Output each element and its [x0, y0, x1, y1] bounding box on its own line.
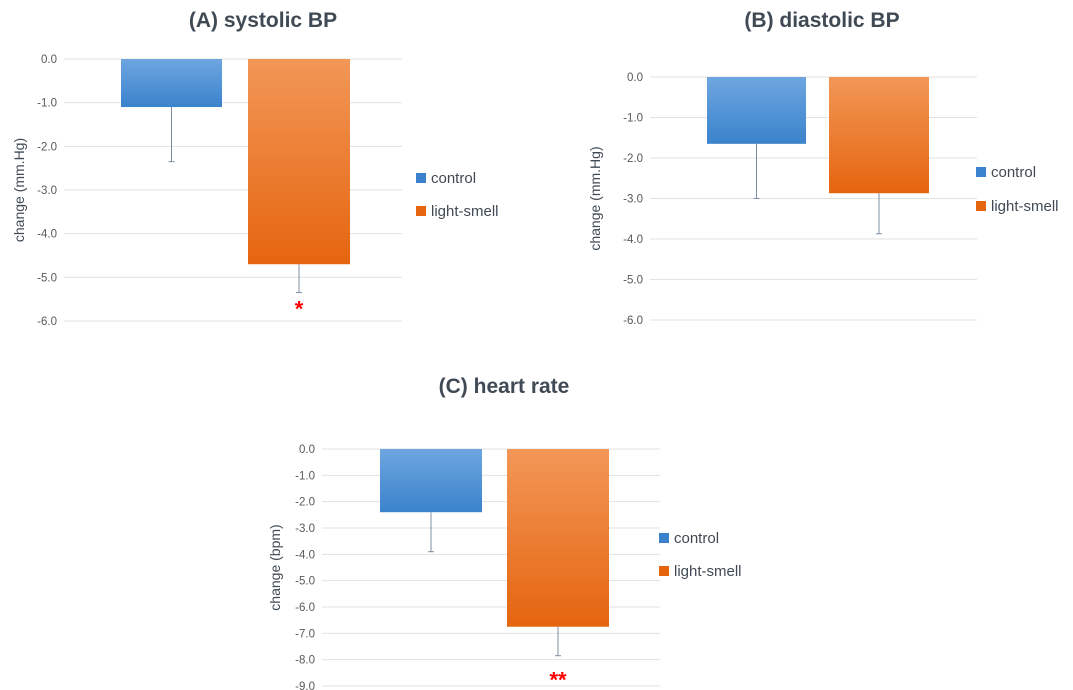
legend-swatch-light-smell — [659, 566, 669, 576]
y-tick-label: 0.0 — [299, 444, 315, 456]
y-axis-label: change (bpm) — [267, 524, 283, 610]
y-tick-label: -4.0 — [295, 549, 315, 561]
y-tick-label: -5.0 — [295, 576, 315, 588]
y-tick-label: -9.0 — [295, 681, 315, 690]
y-tick-label: -6.0 — [295, 602, 315, 614]
bar-control — [707, 77, 806, 144]
bar-control — [380, 449, 482, 513]
y-tick-label: -2.0 — [37, 141, 57, 153]
chart-3: (C) heart rate 0.0 -1.0 -2.0 -3.0 -4.0 -5.0 -6.… — [267, 375, 742, 690]
significance-marker: ** — [549, 668, 567, 690]
bar-light-smell — [829, 77, 929, 194]
chart-title: (C) heart rate — [439, 375, 570, 398]
bar-light-smell — [507, 449, 609, 627]
y-tick-label: -3.0 — [623, 194, 643, 206]
legend-label-light-smell: light-smell — [431, 203, 499, 220]
y-tick-label: -2.0 — [295, 497, 315, 509]
bar-light-smell — [248, 59, 350, 265]
chart-2: (B) diastolic BP 0.0 -1.0 -2.0 -3.0 -4.0 -5.0 -… — [587, 9, 1059, 327]
legend-label-control: control — [674, 530, 719, 547]
y-tick-label: -6.0 — [623, 315, 643, 327]
chart-title: (B) diastolic BP — [744, 9, 899, 32]
legend-swatch-light-smell — [976, 201, 986, 211]
significance-marker: * — [295, 297, 304, 322]
legend-label-light-smell: light-smell — [674, 563, 742, 580]
y-tick-label: -2.0 — [623, 153, 643, 165]
bar-control — [121, 59, 222, 108]
y-tick-label: -1.0 — [295, 470, 315, 482]
y-tick-label: -8.0 — [295, 655, 315, 667]
y-tick-label: -1.0 — [37, 98, 57, 110]
y-tick-label: -7.0 — [295, 628, 315, 640]
chart-title: (A) systolic BP — [189, 9, 337, 32]
legend-swatch-control — [976, 167, 986, 177]
y-tick-label: -3.0 — [295, 523, 315, 535]
legend-swatch-control — [416, 173, 426, 183]
y-tick-label: -3.0 — [37, 185, 57, 197]
y-tick-label: -5.0 — [37, 272, 57, 284]
y-tick-label: -6.0 — [37, 316, 57, 328]
legend-label-light-smell: light-smell — [991, 198, 1059, 215]
y-tick-label: -4.0 — [37, 229, 57, 241]
y-tick-label: 0.0 — [627, 72, 643, 84]
y-tick-label: -5.0 — [623, 275, 643, 287]
legend-label-control: control — [991, 164, 1036, 181]
legend-label-control: control — [431, 170, 476, 187]
y-axis-label: change (mm.Hg) — [587, 146, 603, 250]
y-tick-label: -1.0 — [623, 113, 643, 125]
legend-swatch-light-smell — [416, 206, 426, 216]
y-tick-label: 0.0 — [41, 54, 57, 66]
chart-1: (A) systolic BP 0.0 -1.0 -2.0 -3.0 -4.0 -5.0 -6… — [11, 9, 499, 328]
legend-swatch-control — [659, 533, 669, 543]
y-axis-label: change (mm.Hg) — [11, 138, 27, 242]
y-tick-label: -4.0 — [623, 234, 643, 246]
